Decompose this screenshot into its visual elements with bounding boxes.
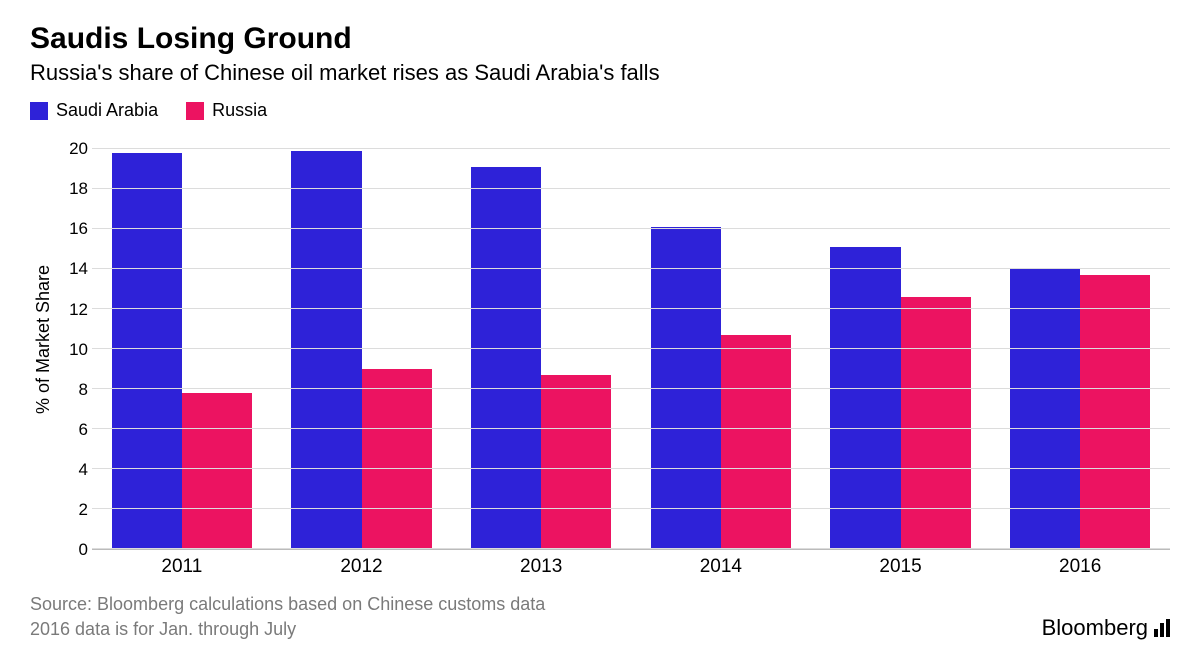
bar-group — [811, 129, 991, 549]
y-tick: 4 — [79, 460, 88, 480]
legend: Saudi Arabia Russia — [30, 100, 1170, 121]
plot-row: % of Market Share 02468101214161820 — [30, 129, 1170, 550]
gridline — [92, 388, 1170, 389]
bar-group — [631, 129, 811, 549]
y-tick: 2 — [79, 500, 88, 520]
x-tick: 2011 — [92, 550, 272, 582]
y-tick: 6 — [79, 420, 88, 440]
bar-group — [272, 129, 452, 549]
chart-area: % of Market Share 0 2 4 6 8 10 12 14 16 18 20 2011… — [30, 129, 1170, 582]
bar — [182, 393, 252, 549]
legend-item-russia: Russia — [186, 100, 267, 121]
bar — [112, 153, 182, 549]
gridline — [92, 468, 1170, 469]
gridline — [92, 228, 1170, 229]
gridline — [92, 548, 1170, 549]
bar — [541, 375, 611, 549]
bar-group — [990, 129, 1170, 549]
gridline — [92, 308, 1170, 309]
y-tick: 12 — [69, 300, 88, 320]
chart-title: Saudis Losing Ground — [30, 22, 1170, 56]
gridline — [92, 268, 1170, 269]
brand-label: Bloomberg — [1042, 615, 1148, 641]
plot — [92, 129, 1170, 550]
legend-swatch-icon — [30, 102, 48, 120]
bar — [471, 167, 541, 549]
x-axis: 201120122013201420152016 — [92, 550, 1170, 582]
source-line-1: Source: Bloomberg calculations based on … — [30, 592, 545, 616]
legend-label: Saudi Arabia — [56, 100, 158, 121]
y-tick: 14 — [69, 259, 88, 279]
y-tick: 0 — [79, 540, 88, 560]
y-tick: 16 — [69, 219, 88, 239]
legend-swatch-icon — [186, 102, 204, 120]
bar — [721, 335, 791, 549]
x-tick: 2014 — [631, 550, 811, 582]
gridline — [92, 508, 1170, 509]
x-tick: 2016 — [990, 550, 1170, 582]
bar — [291, 151, 361, 549]
x-tick: 2013 — [451, 550, 631, 582]
source-line-2: 2016 data is for Jan. through July — [30, 617, 545, 641]
legend-item-saudi: Saudi Arabia — [30, 100, 158, 121]
gridline — [92, 148, 1170, 149]
x-tick: 2015 — [811, 550, 991, 582]
gridline — [92, 348, 1170, 349]
bar-group — [451, 129, 631, 549]
y-tick: 8 — [79, 380, 88, 400]
bar — [1010, 269, 1080, 549]
bar — [830, 247, 900, 549]
brand: Bloomberg — [1042, 615, 1170, 641]
legend-label: Russia — [212, 100, 267, 121]
source-text: Source: Bloomberg calculations based on … — [30, 592, 545, 641]
y-tick: 10 — [69, 340, 88, 360]
chart-subtitle: Russia's share of Chinese oil market ris… — [30, 60, 1170, 86]
gridline — [92, 428, 1170, 429]
bar-group — [92, 129, 272, 549]
brand-logo-icon — [1154, 619, 1170, 637]
y-axis-ticks: 02468101214161820 — [58, 129, 92, 550]
bar — [901, 297, 971, 549]
y-tick: 20 — [69, 139, 88, 159]
x-tick: 2012 — [272, 550, 452, 582]
bar — [362, 369, 432, 549]
y-tick: 18 — [69, 179, 88, 199]
footer: Source: Bloomberg calculations based on … — [30, 592, 1170, 641]
bar-groups — [92, 129, 1170, 549]
y-axis-label: % of Market Share — [30, 129, 58, 550]
gridline — [92, 188, 1170, 189]
chart-container: Saudis Losing Ground Russia's share of C… — [0, 0, 1200, 659]
